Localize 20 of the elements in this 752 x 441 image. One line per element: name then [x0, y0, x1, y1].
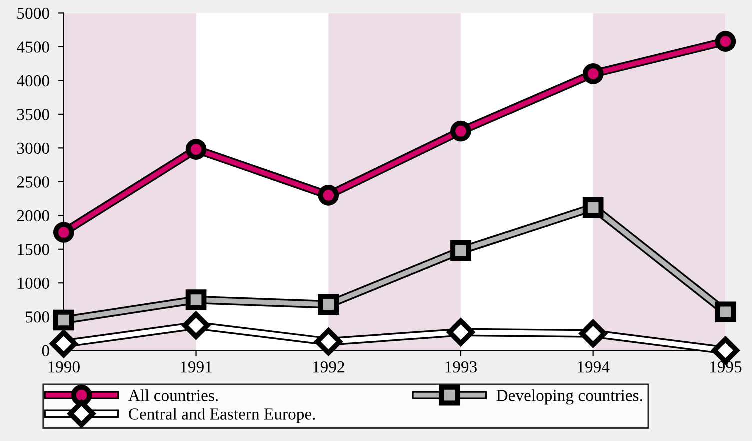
- legend-label: All countries.: [128, 390, 218, 402]
- y-tick-label: 5000: [18, 8, 50, 20]
- y-tick-label: 0: [42, 345, 50, 357]
- x-tick-label: 1990: [48, 361, 80, 373]
- x-tick-label: 1992: [313, 362, 344, 373]
- y-tick-label: 4000: [17, 75, 50, 87]
- y-tick-label: 4500: [17, 42, 50, 53]
- y-tick-label: 500: [26, 312, 50, 323]
- y-tick-label: 3500: [17, 109, 50, 120]
- legend-label: Developing countries.: [496, 390, 642, 405]
- y-tick-label: 2500: [17, 176, 50, 188]
- x-tick-label: 1995: [710, 362, 742, 373]
- x-tick-label: 1993: [446, 362, 477, 373]
- y-tick-label: 2000: [17, 210, 50, 222]
- x-tick-label: 1994: [578, 362, 610, 373]
- y-tick-label: 1000: [18, 278, 50, 290]
- y-tick-label: 3000: [17, 142, 50, 154]
- y-tick-label: 1500: [18, 244, 50, 256]
- x-tick-label: 1991: [181, 362, 212, 373]
- legend-label: Central and Eastern Europe.: [129, 408, 316, 424]
